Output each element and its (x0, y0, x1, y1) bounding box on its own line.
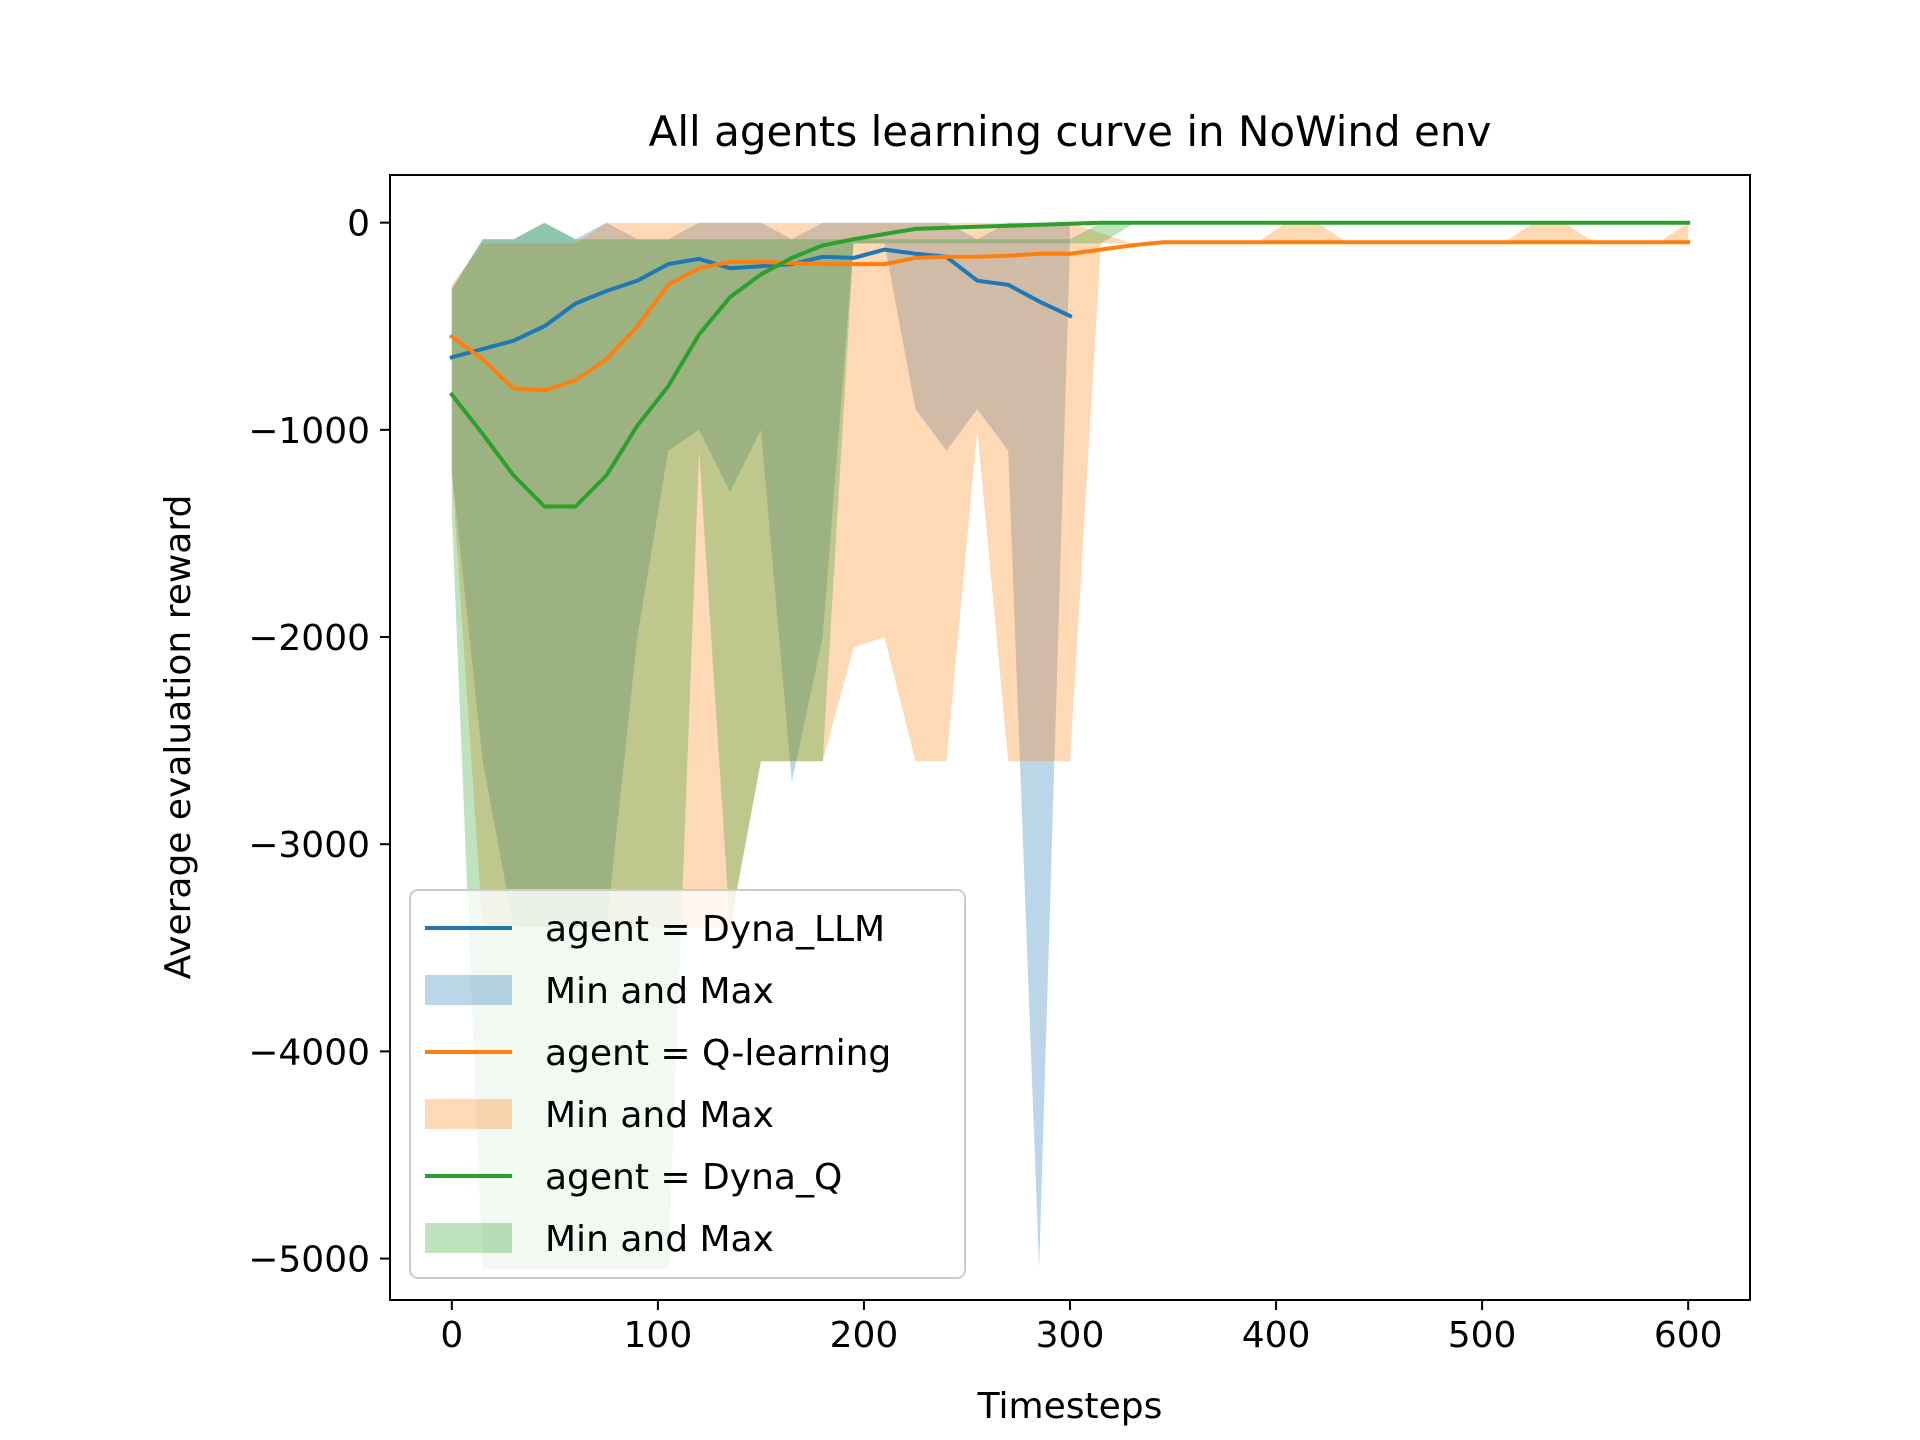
y-tick-label: −4000 (248, 1032, 370, 1073)
y-tick-label: −2000 (248, 618, 370, 659)
line-series-3 (448, 220, 1691, 509)
x-tick-label: 600 (1654, 1315, 1723, 1356)
band-series-1 (451, 222, 1070, 1269)
band-series-2 (451, 222, 1689, 928)
x-tick-label: 300 (1036, 1315, 1105, 1356)
x-tick-label: 100 (624, 1315, 693, 1356)
legend-band-label-3: Min and Max (545, 1219, 774, 1260)
legend-band-label-2: Min and Max (545, 1095, 774, 1136)
legend: agent = Dyna_LLM Min and Max agent = Q-lea… (409, 889, 966, 1279)
y-tick-label: 0 (347, 204, 370, 245)
legend-label-3: agent = Dyna_Q (545, 1157, 842, 1198)
series-lines (448, 220, 1691, 509)
y-axis-ticks: 0 −1000 −2000 −3000 −4000 −5000 (248, 204, 390, 1281)
legend-band-label-1: Min and Max (545, 971, 774, 1012)
line-series-1 (449, 247, 1073, 360)
x-tick-label: 400 (1242, 1315, 1311, 1356)
y-tick-label: −1000 (248, 411, 370, 452)
legend-box (409, 889, 966, 1279)
chart-title: All agents learning curve in NoWind env (649, 107, 1492, 156)
band-series-3 (451, 222, 1689, 1269)
x-tick-label: 0 (440, 1315, 463, 1356)
legend-band-swatch-3 (425, 1223, 512, 1253)
line-series-2 (449, 240, 1691, 393)
legend-label-1: agent = Dyna_LLM (545, 909, 885, 950)
x-axis-label: Timesteps (977, 1386, 1163, 1427)
x-tick-label: 500 (1448, 1315, 1517, 1356)
y-axis-label: Average evaluation reward (158, 495, 199, 980)
min-max-bands (451, 222, 1689, 1269)
x-axis-ticks: 0 100 200 300 400 500 600 (440, 1300, 1723, 1356)
y-tick-label: −3000 (248, 825, 370, 866)
legend-band-swatch-1 (425, 975, 512, 1005)
legend-band-swatch-2 (425, 1099, 512, 1129)
x-tick-label: 200 (830, 1315, 899, 1356)
legend-label-2: agent = Q-learning (545, 1033, 891, 1074)
y-tick-label: −5000 (248, 1240, 370, 1281)
